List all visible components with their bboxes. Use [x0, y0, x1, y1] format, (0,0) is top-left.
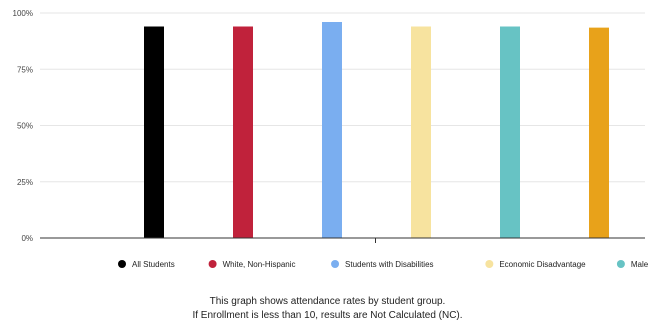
y-tick-label: 25% [17, 178, 33, 187]
y-tick-label: 100% [13, 9, 33, 18]
legend-label: Male [631, 260, 649, 269]
legend: All Students White, Non-Hispanic Students … [118, 260, 649, 269]
legend-label: All Students [132, 260, 175, 269]
y-tick-label: 50% [17, 122, 33, 131]
y-axis-ticks: 0% 25% 50% 75% 100% [13, 9, 33, 243]
bars [144, 22, 609, 238]
legend-label: White, Non-Hispanic [223, 260, 296, 269]
gridlines [40, 12, 645, 183]
legend-marker [616, 260, 625, 268]
legend-marker [208, 260, 217, 268]
bar [411, 26, 431, 238]
bar [233, 26, 253, 238]
attendance-bar-chart: 0% 25% 50% 75% 100% All Students White, Non-H… [13, 9, 649, 269]
caption-line-2: If Enrollment is less than 10, results a… [192, 310, 463, 321]
legend-marker [118, 260, 126, 268]
legend-label: Economic Disadvantage [499, 260, 586, 269]
legend-marker [331, 260, 340, 268]
caption-line-1: This graph shows attendance rates by stu… [209, 296, 446, 307]
bar [322, 22, 342, 238]
y-tick-label: 75% [17, 65, 33, 74]
y-tick-label: 0% [21, 234, 33, 243]
legend-marker [485, 260, 494, 268]
x-axis [40, 237, 645, 243]
bar [144, 26, 164, 238]
legend-label: Students with Disabilities [345, 260, 433, 269]
bar [589, 27, 609, 238]
bar [500, 26, 520, 238]
